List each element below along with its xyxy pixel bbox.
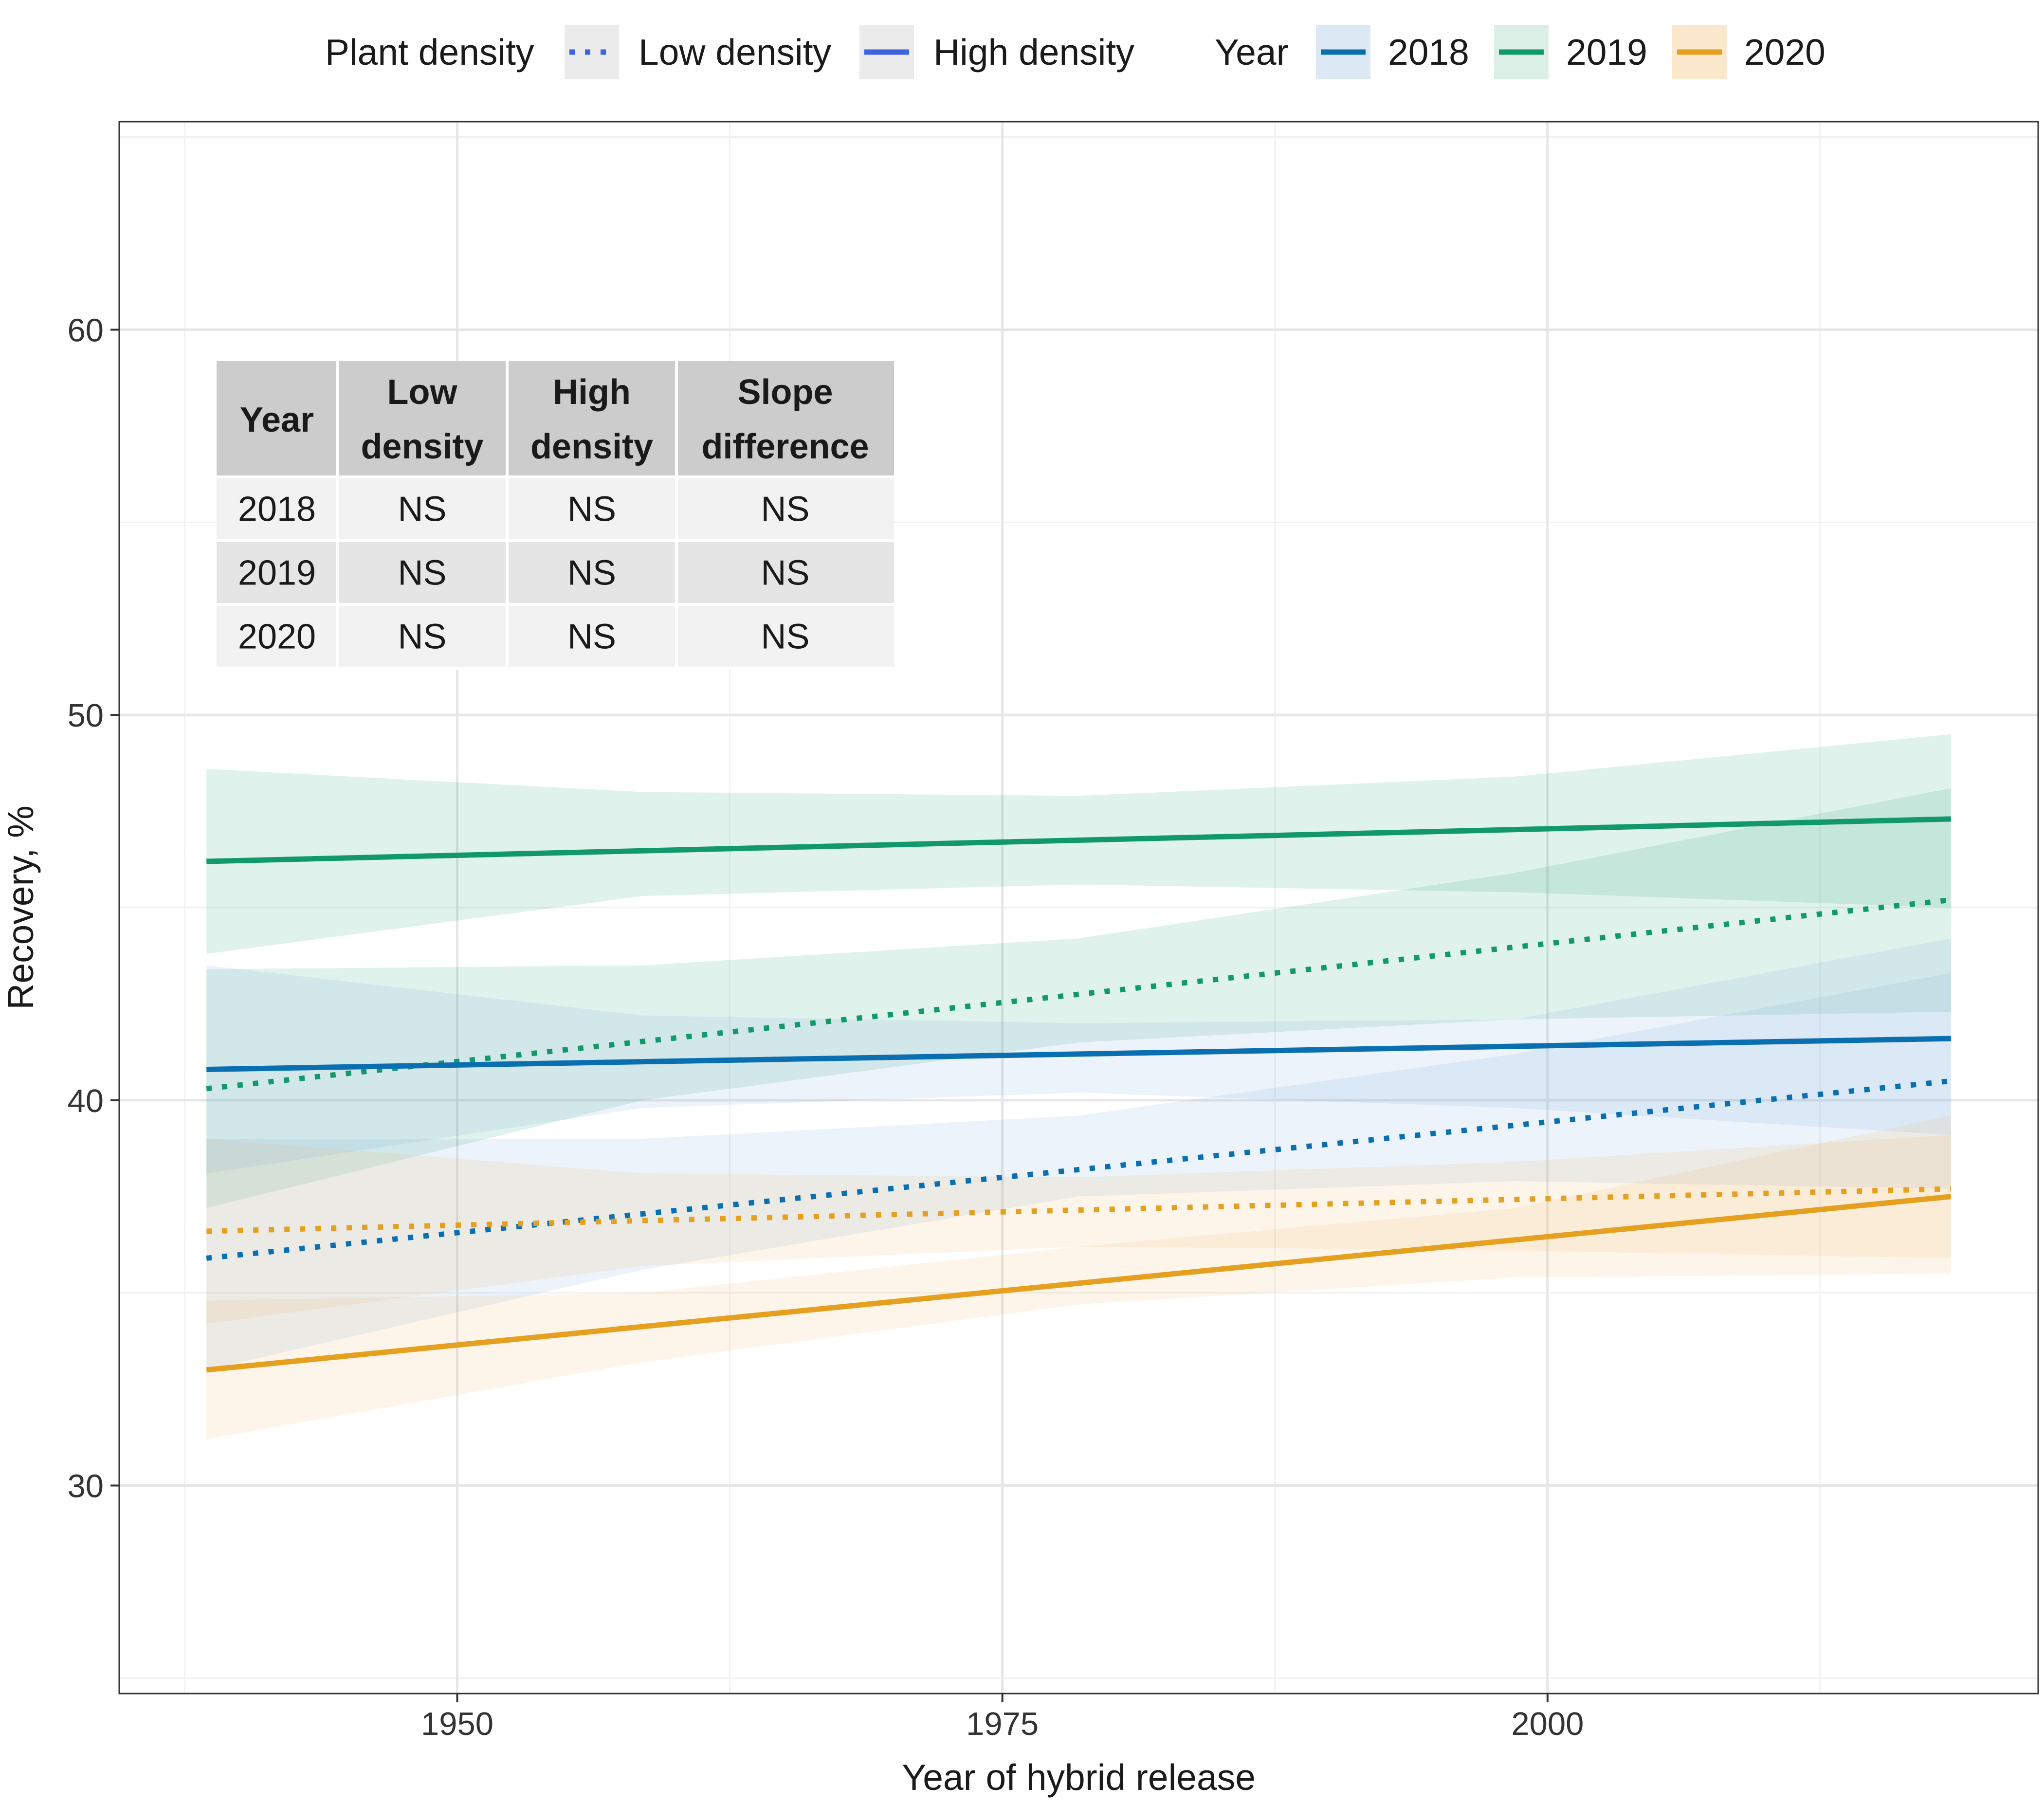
table-cell-value: NS [567, 618, 616, 656]
legend-density-label: Low density [639, 32, 832, 73]
table-header-label: difference [701, 427, 869, 466]
table-cell [337, 541, 507, 604]
confidence-band [206, 1135, 1951, 1324]
table-cell [217, 604, 337, 668]
table-cell-value: 2020 [238, 618, 316, 656]
table-cell-value: 2019 [238, 554, 316, 593]
table-header-label: Low [387, 373, 458, 412]
trend-lines [206, 816, 1952, 1373]
table-cell [676, 477, 894, 541]
legend: Plant density Low density High density Year… [325, 25, 1825, 79]
legend-year-label: 2020 [1744, 32, 1825, 73]
table-cell-value: NS [761, 554, 809, 593]
trend-line [206, 1036, 1951, 1072]
confidence-band [206, 734, 1951, 954]
table-cell [337, 477, 507, 541]
table-header-label: Year [240, 401, 314, 439]
trend-line [206, 897, 1952, 1092]
y-tick-label: 60 [67, 312, 104, 349]
legend-year-label: 2019 [1566, 32, 1647, 73]
table-cell-value: NS [398, 490, 446, 529]
trend-line [206, 1194, 1952, 1373]
y-axis-title: Recovery, % [0, 805, 41, 1010]
table-cell [217, 541, 337, 604]
trend-line [206, 816, 1951, 864]
table-header-label: Slope [737, 373, 833, 412]
axes: 30 40 50 60 1950 1975 2000 Year of hybrid relea… [0, 312, 1584, 1798]
y-tick-label: 40 [67, 1083, 104, 1119]
x-tick-label: 1975 [966, 1706, 1039, 1742]
table-cell-value: NS [398, 618, 446, 656]
legend-year-label: 2018 [1388, 32, 1469, 73]
legend-density-title: Plant density [325, 32, 534, 73]
trend-line [206, 1186, 1951, 1234]
x-tick-label: 2000 [1511, 1706, 1584, 1742]
table-cell [676, 604, 894, 668]
table-header-cell [217, 361, 337, 477]
legend-density-label: High density [933, 32, 1134, 73]
table-cell [676, 541, 894, 604]
legend-year-title: Year [1215, 32, 1289, 73]
panel-border [118, 121, 2039, 1695]
table-header-label: density [361, 427, 483, 466]
confidence-band [206, 1115, 1951, 1440]
table-cell-value: NS [567, 554, 616, 593]
table-cell-value: NS [761, 490, 809, 529]
table-cell-value: NS [398, 554, 446, 593]
table-cell [507, 541, 676, 604]
table-cell-value: NS [567, 490, 616, 529]
table-header-cell [337, 361, 507, 477]
table-cell [507, 477, 676, 541]
inset-table: Year Low density High density Slope difference… [217, 361, 894, 670]
table-cell [337, 604, 507, 668]
x-tick-label: 1950 [421, 1706, 493, 1742]
trend-line [206, 1078, 1952, 1261]
table-cell [507, 604, 676, 668]
table-cell [217, 477, 337, 541]
table-cell-value: NS [761, 618, 809, 656]
y-tick-label: 50 [67, 697, 104, 734]
table-cell-value: 2018 [238, 490, 316, 529]
x-axis-title: Year of hybrid release [902, 1757, 1256, 1798]
table-header-cell [676, 361, 894, 477]
y-tick-label: 30 [67, 1468, 104, 1505]
table-header-label: High [553, 373, 631, 412]
confidence-band [206, 788, 1951, 1208]
table-header-cell [507, 361, 676, 477]
table-header-label: density [530, 427, 653, 466]
